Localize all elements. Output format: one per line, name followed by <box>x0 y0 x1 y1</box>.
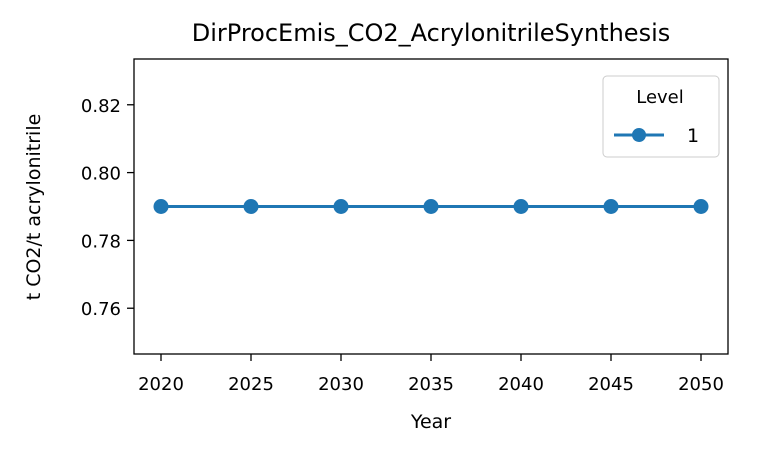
data-point <box>423 199 439 214</box>
x-axis: 2020 2025 2030 2035 2040 2045 2050 <box>138 354 724 395</box>
y-tick-label: 0.82 <box>81 96 121 117</box>
data-point <box>603 199 619 214</box>
x-tick-label: 2050 <box>678 374 724 395</box>
y-tick-label: 0.80 <box>81 164 121 185</box>
x-axis-label: Year <box>410 411 451 433</box>
data-point <box>243 199 259 214</box>
legend-series-marker <box>632 128 646 142</box>
x-tick-label: 2045 <box>588 374 634 395</box>
x-tick-label: 2035 <box>408 374 454 395</box>
legend-box <box>602 75 720 158</box>
legend: Level 1 <box>602 75 720 158</box>
series-layer <box>153 199 709 214</box>
x-tick-label: 2025 <box>228 374 274 395</box>
data-point <box>693 199 709 214</box>
x-tick-label: 2040 <box>498 374 544 395</box>
x-tick-label: 2030 <box>318 374 364 395</box>
chart-title: DirProcEmis_CO2_AcrylonitrileSynthesis <box>192 19 671 47</box>
legend-series-label: 1 <box>687 125 699 147</box>
y-axis-label: t CO2/t acrylonitrile <box>23 114 45 301</box>
data-point <box>513 199 529 214</box>
y-axis: 0.76 0.78 0.80 0.82 <box>81 96 134 320</box>
y-tick-label: 0.78 <box>81 231 121 252</box>
data-point <box>333 199 349 214</box>
x-tick-label: 2020 <box>138 374 184 395</box>
data-point <box>153 199 169 214</box>
legend-title: Level <box>636 87 684 108</box>
y-tick-label: 0.76 <box>81 299 121 320</box>
